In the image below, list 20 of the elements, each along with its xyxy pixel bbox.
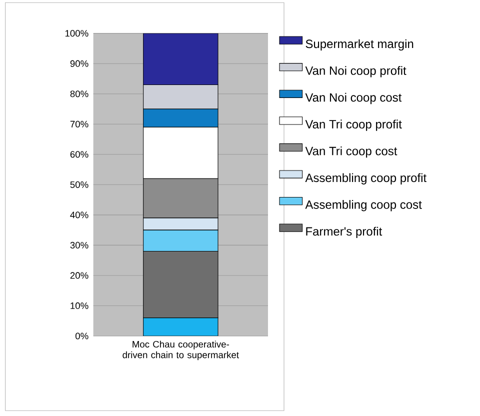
- y-tick-label: 80%: [70, 90, 88, 98]
- y-tick-label: 60%: [70, 151, 88, 158]
- legend-label: Van Noi coop cost: [305, 92, 402, 104]
- y-tick-label: 0%: [75, 332, 88, 340]
- y-tick-label: 40%: [70, 212, 88, 218]
- legend-label: Van Tri coop profit: [305, 120, 402, 131]
- legend-label: Van Noi coop profit: [305, 66, 406, 78]
- y-tick-label: 70%: [70, 120, 88, 128]
- y-tick-label: 20%: [70, 272, 88, 279]
- legend-label: Assembling coop profit: [305, 173, 426, 184]
- legend-label: Van Tri coop cost: [305, 146, 398, 158]
- x-tick-label: Moc Chau cooperative-driven chain to supermarket: [122, 340, 239, 360]
- legend-label: Assembling coop cost: [305, 200, 422, 212]
- legend-label: Supermarket margin: [306, 39, 414, 51]
- y-tick-label: 10%: [70, 302, 88, 310]
- legend-label: Farmer's profit: [306, 226, 382, 238]
- y-tick-label: 90%: [70, 60, 88, 67]
- y-tick-label: 30%: [70, 242, 88, 248]
- y-tick-label: 50%: [70, 181, 88, 188]
- y-tick-label: 100%: [65, 30, 88, 37]
